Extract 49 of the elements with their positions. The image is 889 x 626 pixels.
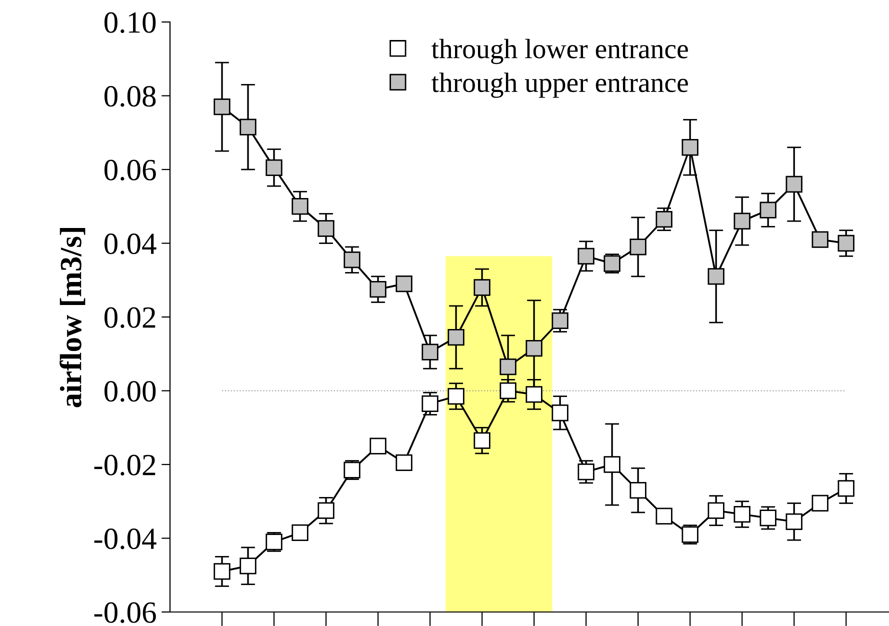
point [422, 395, 438, 412]
y-tick-label: -0.02 [94, 454, 156, 476]
point [552, 312, 568, 330]
point [500, 358, 516, 376]
point [422, 344, 438, 360]
y-tick-label: 0.02 [104, 307, 156, 328]
point [292, 198, 308, 215]
point [318, 502, 334, 519]
point [214, 98, 230, 116]
point [474, 279, 490, 296]
point [786, 176, 802, 193]
y-tick-label: -0.06 [94, 602, 156, 624]
point [760, 202, 776, 218]
legend-label: through upper entrance [432, 72, 688, 98]
point [448, 388, 464, 405]
point [578, 248, 594, 264]
point [292, 524, 308, 542]
y-tick-label: 0.06 [104, 160, 156, 181]
point [370, 281, 386, 298]
point [786, 513, 802, 530]
point [734, 212, 750, 230]
point [708, 268, 724, 285]
point [474, 432, 490, 449]
point [682, 139, 698, 156]
point [240, 118, 256, 136]
point [500, 382, 516, 400]
point [396, 275, 412, 292]
point [448, 328, 464, 346]
point [630, 482, 646, 499]
y-tick-label: 0.00 [104, 381, 156, 402]
point [344, 252, 360, 268]
y-tick-label: 0.08 [104, 86, 156, 107]
point [526, 386, 542, 403]
point [526, 340, 542, 357]
point [812, 231, 828, 248]
y-tick-label: 0.04 [104, 234, 156, 254]
y-tick-label: -0.04 [94, 528, 156, 550]
y-axis-title: airflow [m3/s] [60, 228, 86, 408]
point [370, 438, 386, 454]
point [266, 159, 282, 176]
legend-label: through lower entrance [432, 38, 688, 64]
point [812, 494, 828, 512]
y-tick-label: 0.10 [104, 12, 156, 34]
point [656, 210, 672, 228]
point [708, 502, 724, 519]
point [318, 220, 334, 237]
point [630, 238, 646, 256]
point [240, 558, 256, 574]
point [838, 234, 854, 252]
